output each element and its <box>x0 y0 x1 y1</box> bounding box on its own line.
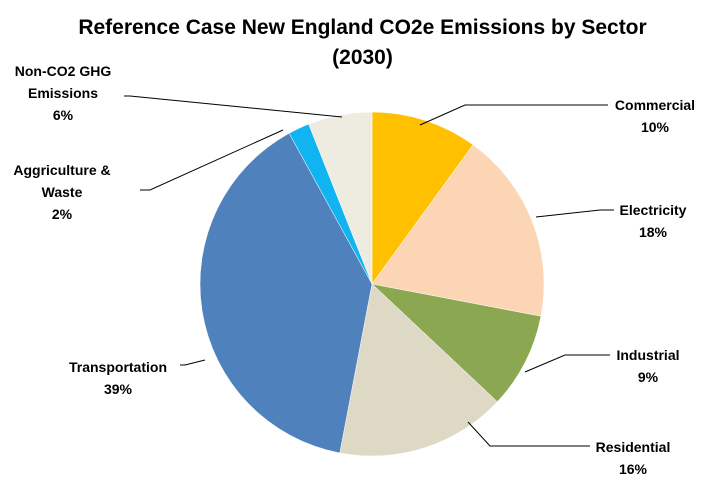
data-label-commercial: Commercial 10% <box>615 97 695 135</box>
pie-slice-transportation <box>199 132 373 454</box>
leader-line-residential <box>467 421 590 447</box>
leader-line-aggriculture-waste <box>140 129 284 191</box>
data-label-electricity: Electricity 18% <box>620 202 687 240</box>
data-label-residential: Residential 16% <box>596 439 671 477</box>
leader-line-electricity <box>535 209 614 218</box>
leader-line-industrial <box>524 354 610 373</box>
data-label-aggriculture-waste: Aggriculture & Waste 2% <box>13 162 110 222</box>
data-label-transportation: Transportation 39% <box>69 359 167 397</box>
data-label-industrial: Industrial 9% <box>616 347 679 385</box>
leader-line-commercial <box>419 104 608 126</box>
pie-slice-residential <box>339 283 498 457</box>
pie-slice-electricity <box>371 144 545 317</box>
leader-line-non-co2-ghg-emissions <box>124 95 343 118</box>
chart-title-line-1: Reference Case New England CO2e Emission… <box>78 16 647 39</box>
pie-slice-commercial <box>371 111 474 285</box>
pie-slice-non-co2-ghg-emissions <box>308 111 373 285</box>
leader-line-transportation <box>180 359 206 366</box>
pie-slice-industrial <box>371 283 542 403</box>
chart-title-line-2: (2030) <box>332 46 393 69</box>
data-label-non-co2-ghg-emissions: Non-CO2 GHG Emissions 6% <box>15 63 112 123</box>
